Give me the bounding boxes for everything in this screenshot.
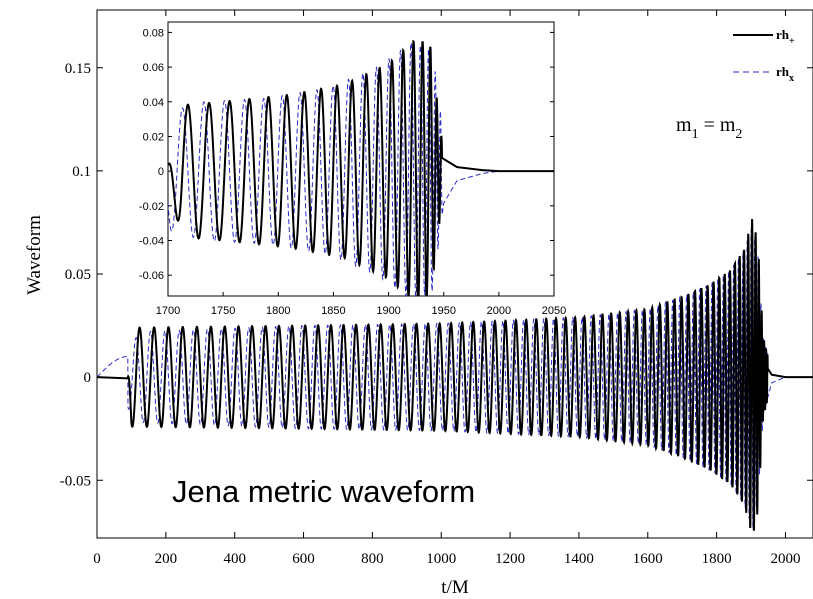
inset-y-tick-label: 0.06 [143, 62, 164, 74]
inset-x-tick-label: 2050 [542, 305, 566, 317]
legend-label-rh-plus: rh+ [776, 27, 795, 47]
inset-y-tick-label: 0.08 [143, 27, 164, 39]
y-tick-label: -0.05 [60, 473, 91, 489]
x-tick-label: 0 [93, 551, 101, 567]
main-series-group [96, 218, 813, 531]
x-tick-label: 1800 [702, 551, 732, 567]
x-tick-label: 1200 [495, 551, 525, 567]
inset-x-tick-label: 1800 [266, 305, 290, 317]
inset-y-tick-label: 0 [158, 166, 164, 178]
y-tick-label: 0 [84, 370, 92, 386]
y-tick-label: 0.15 [65, 61, 91, 77]
legend: rh+ rhx [733, 27, 795, 84]
chart-caption: Jena metric waveform [172, 474, 475, 509]
legend-label-rh-x: rhx [776, 64, 794, 84]
mass-ratio-label: m1 = m2 [676, 114, 742, 142]
inset-x-tick-label: 1900 [376, 305, 400, 317]
x-tick-label: 1600 [633, 551, 663, 567]
inset-series-rh-x-line [168, 41, 554, 296]
y-tick-label: 0.05 [65, 267, 91, 283]
y-axis-title: Waveform [24, 215, 45, 295]
x-axis-title: t/M [441, 577, 469, 598]
inset-series-rh-plus-line [168, 39, 554, 296]
inset-x-tick-label: 1700 [156, 305, 180, 317]
inset-y-tick-label: 0.02 [143, 131, 164, 143]
y-tick-label: 0.1 [72, 164, 91, 180]
inset-y-tick-label: -0.02 [139, 201, 164, 213]
x-tick-label: 200 [155, 551, 178, 567]
main-series-rh-plus-line [97, 218, 813, 531]
x-tick-label: 800 [361, 551, 384, 567]
inset-x-tick-label: 1850 [321, 305, 345, 317]
inset-x-tick-label: 1750 [211, 305, 235, 317]
x-tick-label: 1400 [564, 551, 594, 567]
inset-y-tick-label: -0.04 [139, 236, 164, 248]
inset-x-tick-label: 1950 [431, 305, 455, 317]
main-axis-ticks: 0 200 400 600 800 1000 1200 1400 1600 1800 2000 -0.… [60, 10, 813, 567]
inset-y-tick-label: -0.06 [139, 270, 164, 282]
x-tick-label: 400 [223, 551, 246, 567]
inset-x-tick-label: 2000 [487, 305, 511, 317]
inset-series-group [168, 39, 554, 296]
x-tick-label: 2000 [770, 551, 800, 567]
x-tick-label: 1000 [426, 551, 456, 567]
inset-y-tick-label: 0.04 [143, 97, 164, 109]
inset-axis-ticks: 1700 1750 1800 1850 1900 1950 2000 2050 -0.06 -0.… [139, 27, 566, 317]
x-tick-label: 600 [292, 551, 315, 567]
